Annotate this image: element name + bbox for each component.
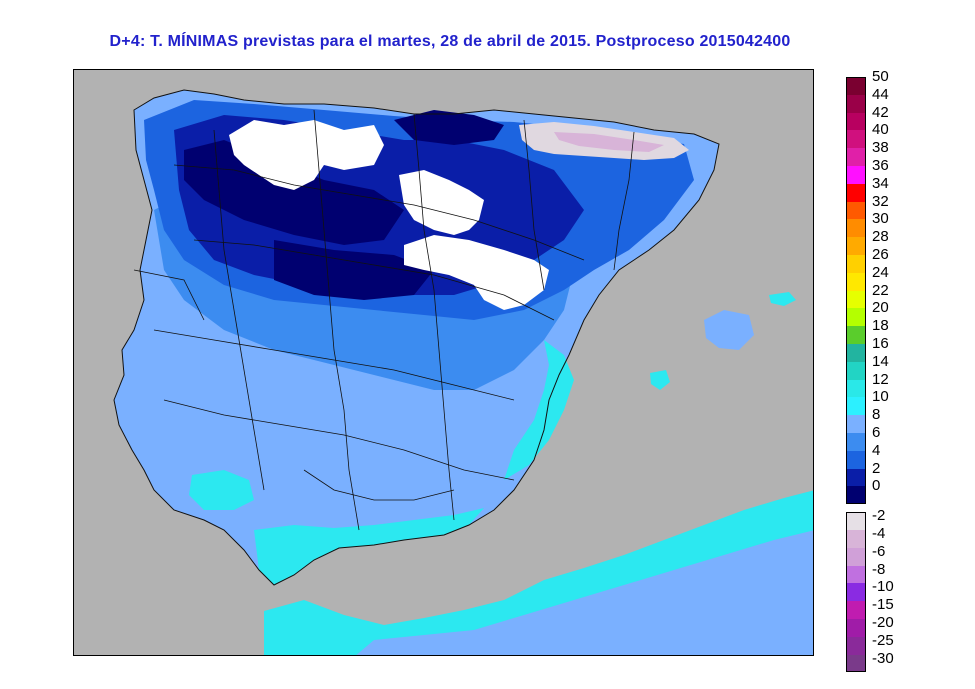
legend-label: -8 bbox=[872, 560, 886, 578]
temperature-map bbox=[73, 69, 814, 656]
legend-label: 38 bbox=[872, 139, 889, 157]
legend-label: 20 bbox=[872, 299, 889, 317]
legend-label: 40 bbox=[872, 121, 889, 139]
legend-label: -30 bbox=[872, 649, 894, 667]
legend-swatch bbox=[846, 255, 866, 273]
legend-label: -10 bbox=[872, 578, 894, 596]
legend-swatch bbox=[846, 530, 866, 548]
color-scale-legend: 50 44 42 40 38 36 34 32 30 28 26 24 22 20 18 16 14 12 10 8 6… bbox=[846, 69, 946, 673]
legend-swatch bbox=[846, 433, 866, 451]
province-borders bbox=[133, 109, 635, 531]
legend-swatch bbox=[846, 183, 866, 202]
legend-swatch bbox=[846, 237, 866, 255]
legend-label: -25 bbox=[872, 631, 894, 649]
legend-label: 34 bbox=[872, 174, 889, 192]
legend-swatch bbox=[846, 166, 866, 184]
legend-label: 8 bbox=[872, 406, 881, 424]
legend-swatch bbox=[846, 308, 866, 327]
legend-label: 24 bbox=[872, 263, 889, 281]
legend-swatch bbox=[846, 272, 866, 291]
legend-label: -15 bbox=[872, 596, 894, 614]
legend-swatch bbox=[846, 468, 866, 487]
legend-swatch bbox=[846, 636, 866, 655]
island-menorca bbox=[769, 292, 796, 306]
legend-swatch bbox=[846, 77, 866, 95]
legend-label: 4 bbox=[872, 441, 881, 459]
north-africa-inland bbox=[356, 530, 813, 655]
legend-swatch bbox=[846, 148, 866, 166]
legend-swatch bbox=[846, 94, 866, 113]
legend-swatch bbox=[846, 512, 866, 530]
legend-swatch bbox=[846, 326, 866, 344]
legend-warm-border bbox=[846, 77, 866, 505]
legend-label: -2 bbox=[872, 507, 886, 525]
frost-area-pyrenees-core bbox=[554, 132, 664, 152]
legend-swatch bbox=[846, 619, 866, 637]
frost-area-leon bbox=[229, 120, 384, 190]
legend-swatch bbox=[846, 547, 866, 566]
legend-swatch bbox=[846, 486, 866, 505]
legend-cold-border bbox=[846, 512, 866, 673]
legend-label: 14 bbox=[872, 352, 889, 370]
legend-swatch bbox=[846, 397, 866, 416]
legend-swatch bbox=[846, 565, 866, 584]
legend-swatch bbox=[846, 290, 866, 309]
legend-label: -20 bbox=[872, 614, 894, 631]
legend-swatch bbox=[846, 112, 866, 131]
legend-label: 16 bbox=[872, 335, 889, 352]
island-ibiza bbox=[650, 370, 670, 390]
coastline bbox=[113, 89, 720, 586]
legend-swatch bbox=[846, 361, 866, 380]
legend-label: 22 bbox=[872, 281, 889, 299]
legend-label: 10 bbox=[872, 388, 889, 406]
legend-swatch bbox=[846, 450, 866, 469]
island-mallorca bbox=[704, 310, 754, 350]
frost-area-teruel bbox=[404, 235, 549, 310]
legend-label: 42 bbox=[872, 103, 889, 121]
legend-label: 50 bbox=[872, 68, 889, 85]
map-svg bbox=[74, 70, 813, 655]
legend-label: 32 bbox=[872, 192, 889, 210]
legend-swatch bbox=[846, 601, 866, 619]
legend-label: 28 bbox=[872, 228, 889, 246]
legend-label: 18 bbox=[872, 317, 889, 335]
navy-patch-northwest bbox=[184, 140, 404, 245]
legend-label: -4 bbox=[872, 525, 886, 542]
coast-cyan-mediterranean bbox=[504, 340, 574, 480]
legend-swatch bbox=[846, 654, 866, 673]
legend-label: 26 bbox=[872, 246, 889, 263]
legend-label: 12 bbox=[872, 370, 889, 388]
legend-swatch bbox=[846, 583, 866, 602]
legend-swatch bbox=[846, 201, 866, 220]
legend-label: -6 bbox=[872, 542, 886, 560]
legend-swatch bbox=[846, 130, 866, 149]
navy-patch-cantabria bbox=[394, 110, 504, 145]
legend-swatch bbox=[846, 415, 866, 433]
legend-swatch bbox=[846, 344, 866, 362]
legend-label: 6 bbox=[872, 424, 881, 441]
legend-label: 0 bbox=[872, 477, 881, 495]
coast-cyan-south bbox=[254, 508, 484, 585]
legend-label: 36 bbox=[872, 157, 889, 174]
legend-label: 44 bbox=[872, 85, 889, 103]
coast-cyan-huelva bbox=[189, 470, 254, 510]
legend-swatch bbox=[846, 219, 866, 238]
legend-label: 30 bbox=[872, 210, 889, 228]
map-title: D+4: T. MÍNIMAS previstas para el martes… bbox=[109, 33, 791, 50]
legend-swatch bbox=[846, 379, 866, 398]
legend-label: 2 bbox=[872, 459, 881, 477]
